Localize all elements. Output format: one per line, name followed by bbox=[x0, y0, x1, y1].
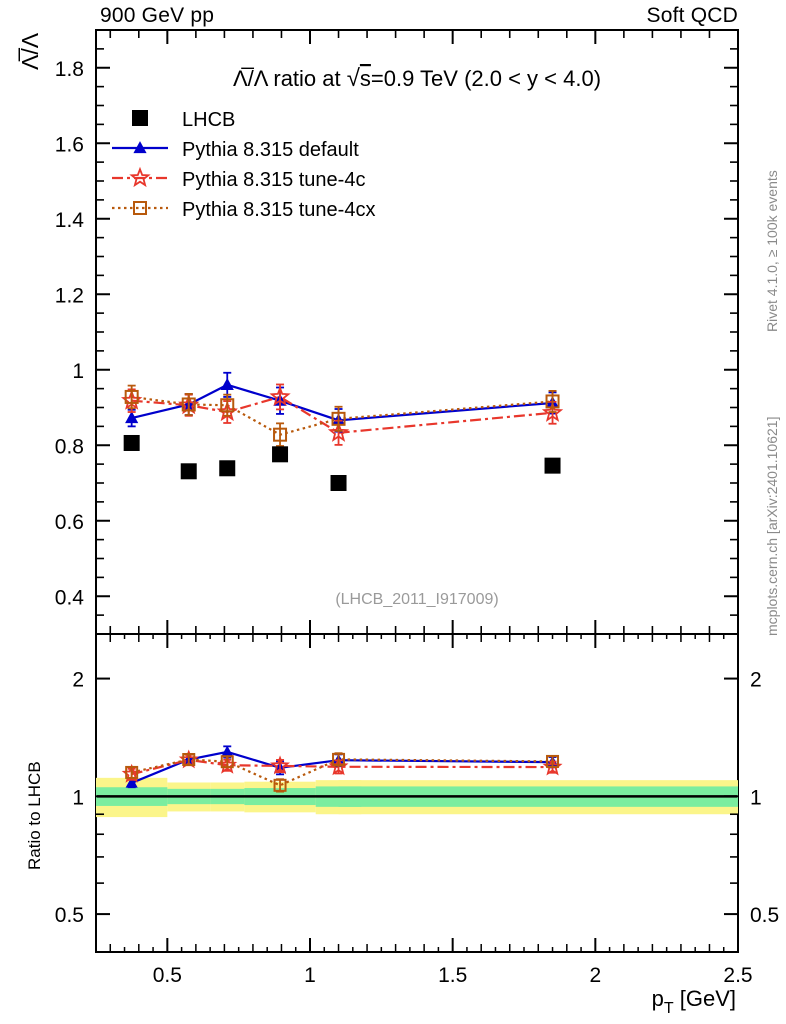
legend-label: LHCB bbox=[182, 109, 235, 131]
ratio-data-point-marker bbox=[220, 755, 234, 769]
legend-item: Pythia 8.315 tune-4cx bbox=[112, 199, 375, 221]
header-left: 900 GeV pp bbox=[100, 4, 215, 27]
ratio-data-point-marker bbox=[221, 745, 234, 757]
legend-marker bbox=[129, 166, 151, 188]
ratio-y-axis: 0.5 0.5 1 1 2 2 bbox=[55, 669, 779, 928]
data-point-marker bbox=[125, 411, 139, 424]
series-line bbox=[131, 395, 553, 434]
svg-text:Λ̅/Λ: Λ̅/Λ bbox=[17, 32, 43, 70]
data-point-marker bbox=[541, 401, 564, 422]
ratio-y-tick-label-right: 0.5 bbox=[750, 904, 779, 927]
analysis-watermark: (LHCB_2011_I917009) bbox=[335, 591, 498, 608]
y-axis-title-text: Λ̅/Λ bbox=[17, 32, 43, 70]
legend-label: Pythia 8.315 tune-4cx bbox=[182, 199, 375, 221]
y-tick-label: 0.4 bbox=[55, 586, 85, 609]
ratio-data-point-marker bbox=[270, 755, 291, 775]
x-tick-label: 2 bbox=[589, 964, 601, 987]
ratio-data-point-marker bbox=[546, 754, 560, 768]
header-right: Soft QCD bbox=[646, 4, 738, 27]
ratio-y-tick-label: 2 bbox=[72, 669, 84, 692]
rivet-version-label: Rivet 4.1.0, ≥ 100k events bbox=[760, 36, 782, 336]
legend-label: Pythia 8.315 tune-4c bbox=[182, 169, 365, 191]
y-tick-label: 0.6 bbox=[55, 511, 84, 534]
main-panel: 0.4 0.6 0.8 1 1.2 1.4 1.6 1.8 Λ̅/Λ Λ̅/Λ ratio a… bbox=[17, 29, 739, 635]
x-axis-title-unit: [GeV] bbox=[674, 986, 736, 1011]
y-tick-label: 1.2 bbox=[55, 284, 84, 307]
ratio-y-axis-title: Ratio to LHCB bbox=[25, 761, 44, 870]
legend: LHCB Pythia 8.315 default Pythia 8.315 tun… bbox=[112, 109, 375, 221]
legend-item: LHCB bbox=[132, 109, 235, 131]
ratio-data-layer bbox=[121, 745, 563, 793]
title-sqrt-arg: s bbox=[360, 66, 371, 91]
title-post: =0.9 TeV (2.0 < y < 4.0) bbox=[371, 66, 601, 91]
uncertainty-bands bbox=[96, 777, 738, 818]
ratio-series-line bbox=[131, 758, 553, 787]
data-point-marker bbox=[220, 377, 234, 390]
main-x-axis bbox=[109, 30, 739, 634]
main-y-axis-title: Λ̅/Λ bbox=[17, 32, 43, 70]
data-point-marker bbox=[181, 397, 196, 412]
mcplots-source-text: mcplots.cern.ch [arXiv:2401.10621] bbox=[764, 417, 780, 636]
legend-item: Pythia 8.315 default bbox=[112, 139, 359, 161]
ratio-y-tick-label-right: 2 bbox=[750, 669, 762, 692]
y-tick-label: 1 bbox=[72, 360, 84, 383]
x-tick-label: 1 bbox=[304, 964, 316, 987]
y-tick-label: 1.4 bbox=[55, 209, 85, 232]
reference-data-point bbox=[123, 434, 140, 451]
reference-data-point bbox=[544, 457, 561, 474]
x-axis-title-sub: T bbox=[664, 1000, 674, 1017]
ratio-x-axis bbox=[109, 634, 739, 952]
ratio-y-tick-label: 1 bbox=[72, 786, 84, 809]
ratio-y-axis-title-text: Ratio to LHCB bbox=[25, 761, 44, 870]
data-point-marker bbox=[269, 385, 291, 406]
ratio-y-tick-label: 0.5 bbox=[55, 904, 84, 927]
ratio-x-tick-labels: 0.5 1 1.5 2 2.5 bbox=[153, 964, 753, 987]
data-point-marker bbox=[331, 411, 346, 426]
ratio-data-point-marker bbox=[182, 753, 196, 767]
legend-marker bbox=[133, 201, 147, 215]
title-pre: ratio at bbox=[267, 66, 346, 91]
plot-title: Λ̅/Λ ratio at √s=0.9 TeV (2.0 < y < 4.0) bbox=[233, 65, 601, 92]
data-point-marker bbox=[327, 421, 350, 442]
reference-data-point bbox=[330, 475, 347, 491]
reference-data-point bbox=[219, 460, 236, 477]
main-data-layer bbox=[120, 371, 564, 491]
data-point-marker bbox=[124, 389, 139, 404]
mcplots-source-label: mcplots.cern.ch [arXiv:2401.10621] bbox=[760, 330, 782, 640]
data-point-marker bbox=[220, 398, 235, 413]
series-line bbox=[131, 383, 553, 422]
reference-data-point bbox=[272, 446, 289, 463]
main-y-axis: 0.4 0.6 0.8 1 1.2 1.4 1.6 1.8 bbox=[55, 48, 738, 635]
series-line bbox=[131, 395, 553, 436]
x-tick-label: 1.5 bbox=[438, 964, 467, 987]
x-axis-title-base: p bbox=[652, 986, 664, 1011]
legend-label: Pythia 8.315 default bbox=[182, 139, 359, 161]
ratio-data-point-marker bbox=[273, 778, 287, 792]
data-point-marker bbox=[273, 427, 288, 442]
legend-marker bbox=[133, 141, 147, 154]
main-panel-frame bbox=[95, 29, 739, 635]
data-point-marker bbox=[545, 394, 560, 409]
y-tick-label: 1.8 bbox=[55, 58, 84, 81]
legend-marker bbox=[132, 110, 148, 126]
ratio-panel: 0.5 0.5 1 1 2 2 Ratio to LHCB pT [GeV] 0.5 1 1.… bbox=[25, 633, 779, 1017]
ratio-data-point-marker bbox=[125, 776, 138, 788]
ratio-data-point-marker bbox=[125, 765, 139, 779]
x-tick-label: 2.5 bbox=[723, 964, 752, 987]
y-tick-label: 1.6 bbox=[55, 133, 84, 156]
ratio-data-point-marker bbox=[332, 752, 346, 766]
ratio-y-tick-label-right: 1 bbox=[750, 786, 762, 809]
x-axis-title: pT [GeV] bbox=[652, 986, 736, 1017]
rivet-version-text: Rivet 4.1.0, ≥ 100k events bbox=[764, 170, 780, 332]
x-tick-label: 0.5 bbox=[153, 964, 182, 987]
reference-data-point bbox=[180, 463, 197, 480]
y-tick-label: 0.8 bbox=[55, 435, 84, 458]
legend-item: Pythia 8.315 tune-4c bbox=[112, 166, 365, 191]
